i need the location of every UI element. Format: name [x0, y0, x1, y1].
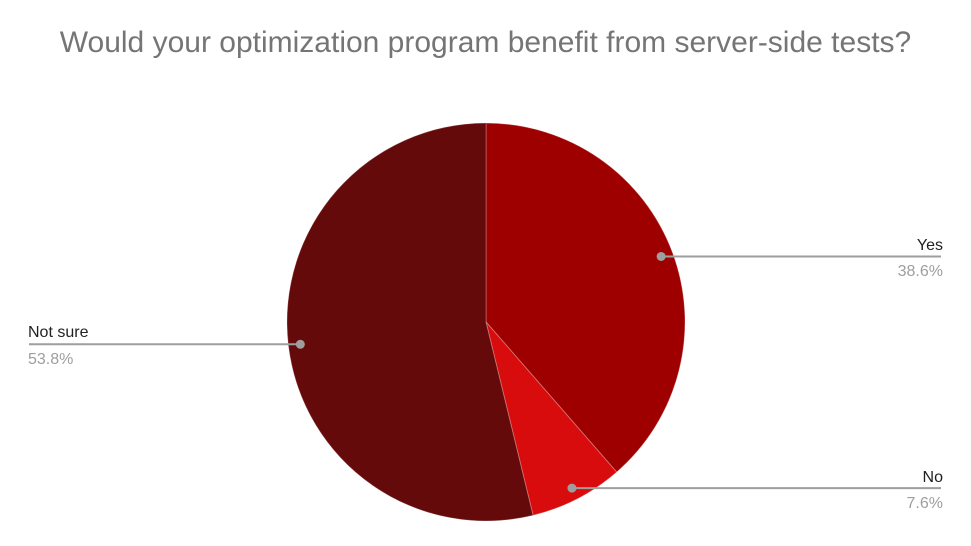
pie-slice-no [485, 321, 618, 516]
slice-label-not-sure: Not sure [28, 324, 89, 341]
pie-slice-yes [485, 122, 686, 473]
slice-percent-no: 7.6% [907, 495, 943, 512]
slice-percent-yes: 38.6% [898, 263, 943, 280]
chart-title: Would your optimization program benefit … [0, 24, 971, 61]
leader-dot-yes [656, 251, 666, 261]
leader-dot-no [567, 483, 577, 493]
slice-percent-not-sure: 53.8% [28, 351, 73, 368]
chart-title-text: Would your optimization program benefit … [59, 26, 912, 59]
pie-slice-not-sure [286, 122, 534, 522]
leader-lines [29, 251, 941, 493]
leader-dot-not-sure [295, 339, 305, 349]
slice-label-yes: Yes [917, 237, 943, 254]
slice-label-no: No [923, 469, 944, 486]
pie-slices [286, 122, 686, 522]
